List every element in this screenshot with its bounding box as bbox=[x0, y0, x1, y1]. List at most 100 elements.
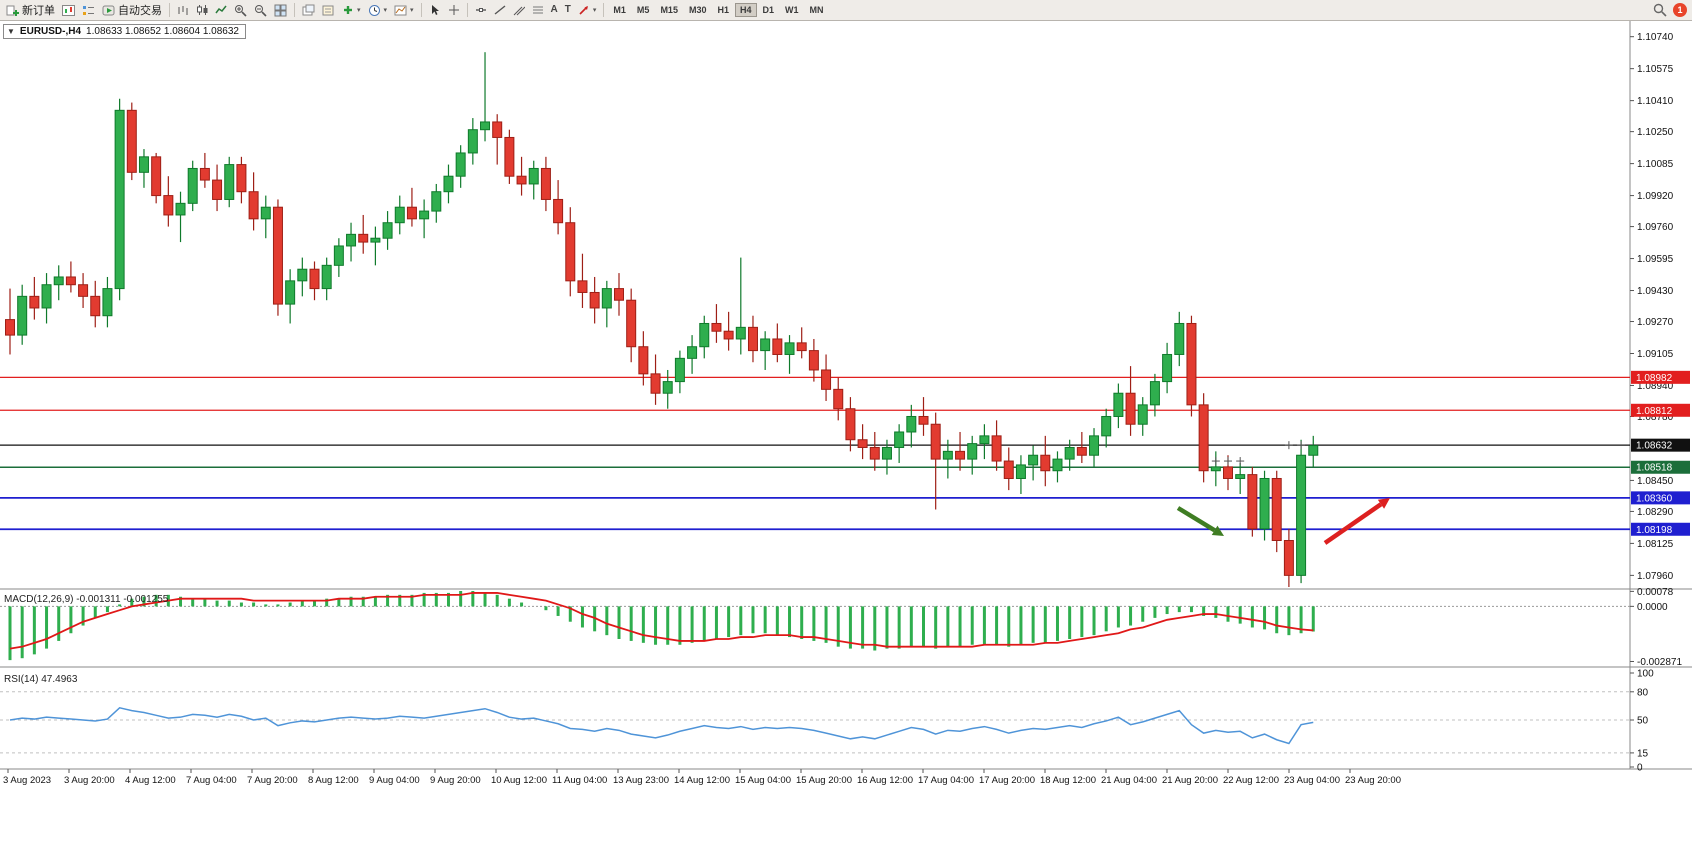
profiles-icon bbox=[322, 5, 334, 15]
horizontal-line-tool[interactable] bbox=[472, 3, 490, 17]
line-chart-button[interactable] bbox=[212, 3, 230, 17]
buy-signal-arrow[interactable] bbox=[1323, 502, 1383, 545]
candle-body bbox=[1040, 454, 1051, 472]
chevron-down-icon: ▾ bbox=[410, 6, 414, 14]
candle-body bbox=[309, 268, 320, 290]
tf-h1-button[interactable]: H1 bbox=[717, 5, 729, 15]
time-axis-label: 9 Aug 20:00 bbox=[430, 775, 481, 786]
candle-body bbox=[857, 439, 868, 448]
time-axis-label: 7 Aug 20:00 bbox=[247, 775, 298, 786]
candle-body bbox=[1162, 353, 1173, 383]
candle-body bbox=[419, 210, 430, 220]
time-axis-label: 11 Aug 04:00 bbox=[552, 775, 607, 786]
zoom-out-icon bbox=[255, 4, 267, 17]
tf-h4-button[interactable]: H4 bbox=[734, 3, 757, 17]
search-icon[interactable] bbox=[1653, 3, 1667, 17]
auto-trading-label: 自动交易 bbox=[118, 5, 162, 17]
candle-body bbox=[662, 381, 673, 394]
templates-button[interactable]: ▾ bbox=[391, 3, 417, 18]
candle-body bbox=[455, 152, 466, 177]
price-badge bbox=[1631, 491, 1690, 505]
candle-body bbox=[833, 388, 844, 410]
candle-body bbox=[90, 295, 101, 317]
price-axis-label: 1.09430 bbox=[1637, 286, 1674, 297]
candle-body bbox=[321, 264, 332, 290]
price-badge-label: 1.08198 bbox=[1636, 525, 1673, 536]
text-tool[interactable]: A bbox=[548, 4, 561, 16]
market-watch-button[interactable] bbox=[79, 3, 98, 18]
candlestick-chart-button[interactable] bbox=[193, 3, 211, 17]
rsi-axis-label: 0 bbox=[1637, 763, 1643, 774]
price-chart-canvas[interactable]: 1.10740 1.10575 1.10410 1.10250 1.10085 1.099… bbox=[0, 21, 1692, 848]
sell-signal-arrow[interactable] bbox=[1176, 506, 1216, 533]
profiles-button[interactable] bbox=[319, 3, 338, 18]
tile-windows-button[interactable] bbox=[271, 3, 290, 18]
channel-tool[interactable] bbox=[510, 3, 528, 17]
tf-m1-button[interactable]: M1 bbox=[613, 5, 626, 15]
price-axis-label: 1.09105 bbox=[1637, 349, 1674, 360]
candle-body bbox=[151, 156, 162, 197]
zoom-out-button[interactable] bbox=[251, 3, 270, 18]
text-tool-label: A bbox=[550, 4, 558, 15]
chart-window-icon bbox=[62, 4, 75, 16]
candle-body bbox=[930, 423, 941, 460]
candle-body bbox=[480, 121, 491, 131]
indicators-button[interactable]: ▾ bbox=[339, 3, 364, 17]
candle-body bbox=[894, 431, 905, 448]
crosshair-icon bbox=[448, 5, 459, 15]
macd-signal-line bbox=[9, 592, 1314, 650]
candle-body bbox=[53, 276, 64, 286]
trendline-tool[interactable] bbox=[491, 3, 509, 17]
candle-body bbox=[102, 288, 113, 317]
candle-body bbox=[1235, 474, 1246, 479]
candle-body bbox=[333, 245, 344, 266]
macd-axis-label: 0.00078 bbox=[1637, 587, 1674, 598]
candle-body bbox=[17, 295, 28, 336]
candle-body bbox=[760, 338, 771, 352]
zoom-in-button[interactable] bbox=[231, 3, 250, 18]
candle-body bbox=[212, 179, 223, 200]
price-badge-label: 1.08632 bbox=[1636, 441, 1673, 452]
candle-body bbox=[285, 280, 296, 305]
trendline-icon bbox=[494, 5, 505, 15]
periods-button[interactable]: ▾ bbox=[365, 3, 391, 18]
chart-window-button[interactable] bbox=[59, 3, 78, 18]
candle-body bbox=[224, 164, 235, 200]
cursor-button[interactable] bbox=[426, 3, 444, 17]
clock-icon bbox=[368, 4, 380, 16]
time-axis-label: 7 Aug 04:00 bbox=[186, 775, 237, 786]
candle-body bbox=[906, 415, 917, 433]
candle-body bbox=[1198, 404, 1209, 472]
macd-axis-label: 0.0000 bbox=[1637, 602, 1668, 613]
price-badge-label: 1.08360 bbox=[1636, 493, 1673, 504]
tf-mn-button[interactable]: MN bbox=[809, 5, 824, 15]
candle-body bbox=[297, 268, 308, 282]
time-axis-label: 16 Aug 12:00 bbox=[857, 775, 913, 786]
fibonacci-tool[interactable] bbox=[529, 3, 547, 17]
bar-chart-button[interactable] bbox=[174, 3, 192, 17]
tf-m30-button[interactable]: M30 bbox=[688, 5, 707, 15]
candle-body bbox=[126, 109, 137, 173]
notification-badge[interactable]: 1 bbox=[1673, 3, 1687, 17]
tf-m5-button[interactable]: M5 bbox=[636, 5, 650, 15]
time-axis-label: 23 Aug 04:00 bbox=[1284, 775, 1340, 786]
auto-trading-button[interactable]: 自动交易 bbox=[99, 1, 165, 19]
market-watch-icon bbox=[83, 5, 94, 15]
candle-body bbox=[687, 346, 698, 359]
arrows-tool[interactable]: ▾ bbox=[575, 3, 600, 17]
candle-body bbox=[589, 291, 600, 309]
candle-body bbox=[1283, 539, 1294, 576]
candle-body bbox=[1125, 392, 1136, 425]
new-chart-button[interactable] bbox=[299, 3, 318, 18]
tf-w1-button[interactable]: W1 bbox=[785, 5, 799, 15]
crosshair-button[interactable] bbox=[445, 3, 463, 17]
new-order-button[interactable]: 新订单 bbox=[3, 1, 58, 19]
candle-body bbox=[467, 129, 478, 154]
tf-m15-button[interactable]: M15 bbox=[660, 5, 678, 15]
label-tool[interactable]: T bbox=[562, 4, 574, 16]
chart-symbol-tab[interactable]: ▼ EURUSD-,H4 1.08633 1.08652 1.08604 1.0… bbox=[3, 24, 246, 39]
candle-body bbox=[248, 191, 259, 220]
tf-d1-button[interactable]: D1 bbox=[762, 5, 775, 15]
candle-body bbox=[406, 206, 417, 220]
candle-body bbox=[991, 435, 1002, 462]
